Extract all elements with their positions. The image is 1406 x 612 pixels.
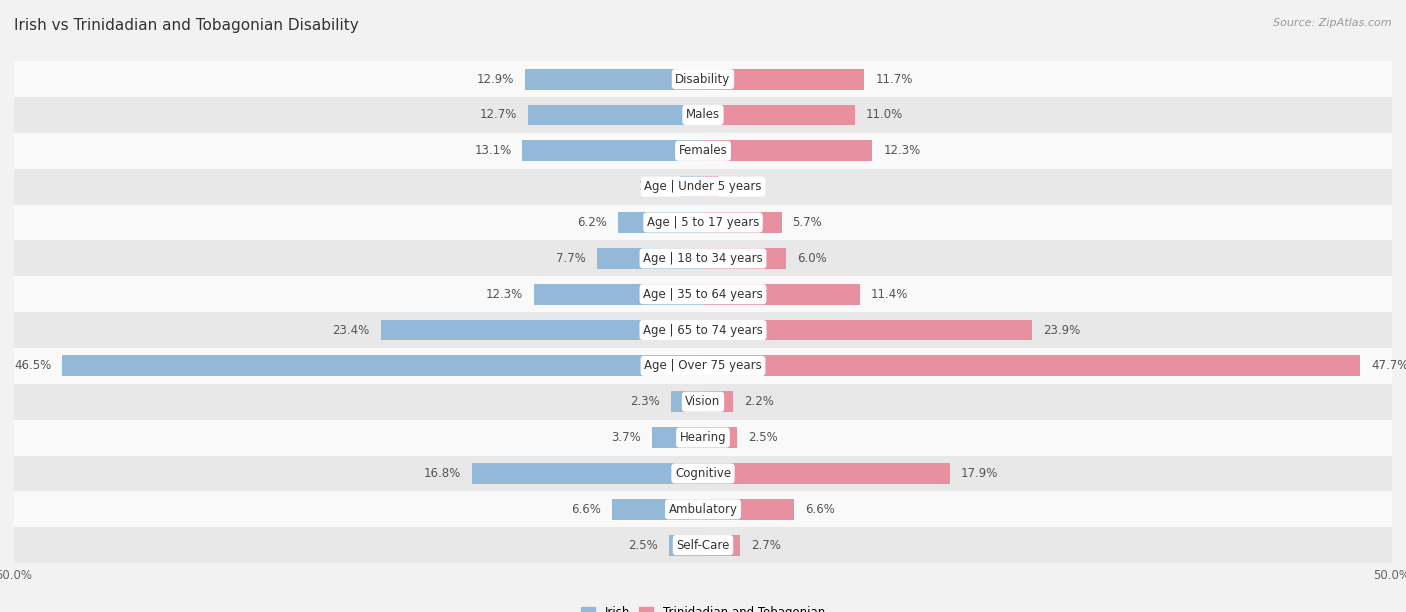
Text: 6.0%: 6.0% bbox=[797, 252, 827, 265]
Text: 13.1%: 13.1% bbox=[474, 144, 512, 157]
Bar bbox=[62, 356, 703, 376]
Text: Age | Under 5 years: Age | Under 5 years bbox=[644, 180, 762, 193]
Bar bbox=[14, 204, 1392, 241]
Text: 12.9%: 12.9% bbox=[477, 73, 515, 86]
Bar bbox=[471, 463, 703, 484]
Text: 2.5%: 2.5% bbox=[628, 539, 658, 551]
Text: 16.8%: 16.8% bbox=[423, 467, 461, 480]
Bar bbox=[14, 491, 1392, 527]
Bar bbox=[14, 455, 1392, 491]
Bar bbox=[703, 535, 740, 556]
Text: 2.3%: 2.3% bbox=[630, 395, 661, 408]
Text: 1.7%: 1.7% bbox=[638, 180, 669, 193]
Bar bbox=[703, 212, 782, 233]
Bar bbox=[703, 427, 738, 448]
Bar bbox=[703, 69, 865, 89]
Bar bbox=[652, 427, 703, 448]
Bar bbox=[617, 212, 703, 233]
Text: Disability: Disability bbox=[675, 73, 731, 86]
Text: 17.9%: 17.9% bbox=[960, 467, 998, 480]
Bar bbox=[14, 384, 1392, 420]
Bar bbox=[671, 391, 703, 412]
Bar bbox=[703, 105, 855, 125]
Bar bbox=[381, 319, 703, 340]
Bar bbox=[529, 105, 703, 125]
Bar bbox=[703, 248, 786, 269]
Text: 2.2%: 2.2% bbox=[744, 395, 775, 408]
Text: 47.7%: 47.7% bbox=[1371, 359, 1406, 372]
Text: Age | 65 to 74 years: Age | 65 to 74 years bbox=[643, 324, 763, 337]
Text: 5.7%: 5.7% bbox=[793, 216, 823, 229]
Bar bbox=[669, 535, 703, 556]
Bar bbox=[703, 176, 718, 197]
Bar bbox=[14, 97, 1392, 133]
Text: Age | Over 75 years: Age | Over 75 years bbox=[644, 359, 762, 372]
Legend: Irish, Trinidadian and Tobagonian: Irish, Trinidadian and Tobagonian bbox=[578, 602, 828, 612]
Text: Females: Females bbox=[679, 144, 727, 157]
Bar bbox=[14, 527, 1392, 563]
Bar bbox=[14, 312, 1392, 348]
Text: 23.4%: 23.4% bbox=[332, 324, 370, 337]
Text: 6.2%: 6.2% bbox=[576, 216, 606, 229]
Bar bbox=[14, 420, 1392, 455]
Text: 12.7%: 12.7% bbox=[479, 108, 517, 121]
Text: 6.6%: 6.6% bbox=[571, 503, 600, 516]
Bar bbox=[14, 241, 1392, 276]
Bar bbox=[703, 391, 734, 412]
Text: 11.7%: 11.7% bbox=[875, 73, 912, 86]
Text: Vision: Vision bbox=[685, 395, 721, 408]
Text: 7.7%: 7.7% bbox=[555, 252, 586, 265]
Text: Self-Care: Self-Care bbox=[676, 539, 730, 551]
Text: Source: ZipAtlas.com: Source: ZipAtlas.com bbox=[1274, 18, 1392, 28]
Bar bbox=[14, 169, 1392, 204]
Bar bbox=[703, 140, 873, 161]
Text: 6.6%: 6.6% bbox=[806, 503, 835, 516]
Bar bbox=[14, 61, 1392, 97]
Bar bbox=[703, 356, 1360, 376]
Text: Age | 5 to 17 years: Age | 5 to 17 years bbox=[647, 216, 759, 229]
Text: Males: Males bbox=[686, 108, 720, 121]
Text: 2.5%: 2.5% bbox=[748, 431, 778, 444]
Bar bbox=[14, 348, 1392, 384]
Text: Ambulatory: Ambulatory bbox=[668, 503, 738, 516]
Text: Age | 35 to 64 years: Age | 35 to 64 years bbox=[643, 288, 763, 300]
Text: 3.7%: 3.7% bbox=[612, 431, 641, 444]
Bar bbox=[703, 319, 1032, 340]
Text: Hearing: Hearing bbox=[679, 431, 727, 444]
Text: Cognitive: Cognitive bbox=[675, 467, 731, 480]
Bar bbox=[14, 276, 1392, 312]
Bar bbox=[612, 499, 703, 520]
Text: Irish vs Trinidadian and Tobagonian Disability: Irish vs Trinidadian and Tobagonian Disa… bbox=[14, 18, 359, 34]
Bar bbox=[526, 69, 703, 89]
Bar bbox=[703, 284, 860, 305]
Text: 23.9%: 23.9% bbox=[1043, 324, 1081, 337]
Bar bbox=[523, 140, 703, 161]
Text: 1.1%: 1.1% bbox=[730, 180, 759, 193]
Bar bbox=[703, 463, 949, 484]
Bar bbox=[14, 133, 1392, 169]
Text: 2.7%: 2.7% bbox=[751, 539, 782, 551]
Text: 11.0%: 11.0% bbox=[866, 108, 903, 121]
Bar bbox=[598, 248, 703, 269]
Text: 46.5%: 46.5% bbox=[14, 359, 51, 372]
Text: Age | 18 to 34 years: Age | 18 to 34 years bbox=[643, 252, 763, 265]
Bar bbox=[533, 284, 703, 305]
Text: 11.4%: 11.4% bbox=[872, 288, 908, 300]
Bar bbox=[703, 499, 794, 520]
Text: 12.3%: 12.3% bbox=[485, 288, 523, 300]
Bar bbox=[679, 176, 703, 197]
Text: 12.3%: 12.3% bbox=[883, 144, 921, 157]
